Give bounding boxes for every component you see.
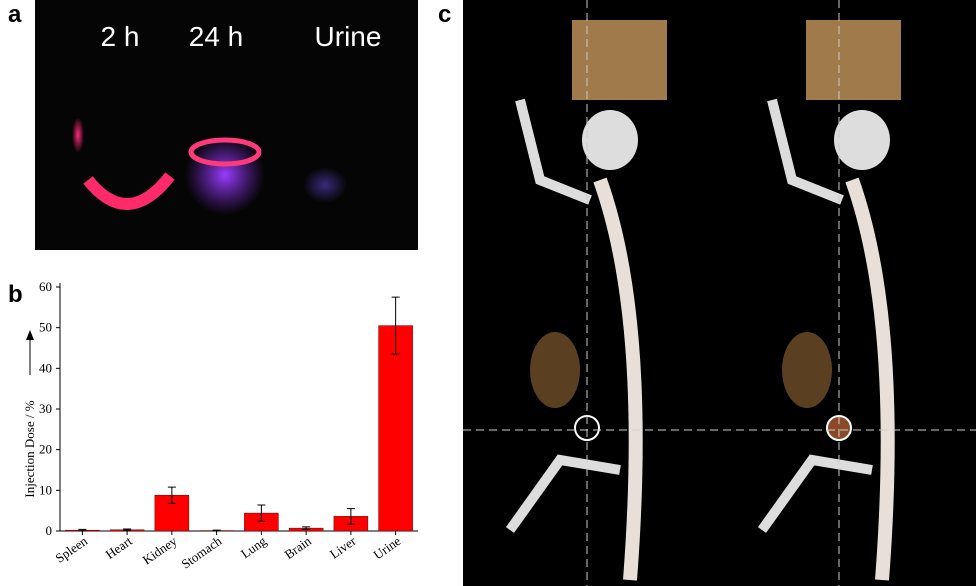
y-tick-label: 10	[39, 482, 52, 497]
error-bar	[212, 529, 221, 532]
tube-glow	[188, 137, 262, 167]
y-tick-label: 0	[46, 523, 53, 538]
photo-label: 2 h	[101, 21, 140, 52]
skull	[582, 110, 638, 170]
photo-label: 24 h	[189, 21, 244, 52]
y-tick-label: 20	[39, 442, 52, 457]
y-tick-label: 30	[39, 401, 52, 416]
y-axis-label: Injection Dose / %	[22, 400, 37, 497]
x-tick-label: Lung	[238, 533, 269, 561]
bar-chart: 0 10 20 30 40 50 60 Injection Dose / % Spleen Hea…	[22, 279, 418, 572]
panel-label: b	[8, 281, 23, 308]
x-tick-label: Heart	[103, 533, 136, 562]
x-tick-label: Liver	[327, 533, 359, 562]
tube-glow	[72, 117, 84, 153]
x-tick-label: Urine	[370, 533, 403, 562]
error-bar	[123, 528, 132, 532]
photo-panel: 2 h 24 h Urine	[35, 0, 418, 250]
ct-panel	[463, 0, 976, 586]
x-tick-label: Brain	[282, 533, 315, 562]
x-tick-label: Spleen	[53, 533, 91, 566]
panel-label: c	[438, 1, 451, 28]
organ	[530, 332, 580, 408]
skull	[834, 110, 890, 170]
bar	[378, 325, 413, 532]
x-tick-label: Kidney	[140, 533, 180, 568]
limb	[505, 98, 621, 533]
y-tick-label: 60	[39, 279, 52, 294]
bar	[154, 494, 190, 532]
y-arrow-head	[26, 330, 34, 340]
head-region	[572, 20, 667, 100]
y-tick-label: 40	[39, 360, 52, 375]
tube-glow	[303, 167, 347, 203]
error-bar	[391, 296, 400, 355]
organ	[782, 332, 832, 408]
tube-glow	[185, 135, 265, 215]
panel-label: a	[8, 1, 22, 28]
spine	[845, 177, 895, 581]
x-tick-label: Stomach	[178, 533, 224, 572]
skeleton-right	[757, 20, 901, 581]
error-bar	[257, 504, 266, 522]
y-tick-label: 50	[39, 320, 52, 335]
error-bar	[302, 526, 311, 530]
skeleton-left	[505, 20, 667, 581]
photo-label: Urine	[315, 21, 382, 52]
head-region	[806, 20, 901, 100]
tube-glow	[83, 172, 175, 210]
error-bar	[346, 508, 355, 525]
error-bar	[167, 486, 176, 504]
limb	[757, 98, 873, 533]
spine	[593, 177, 643, 581]
